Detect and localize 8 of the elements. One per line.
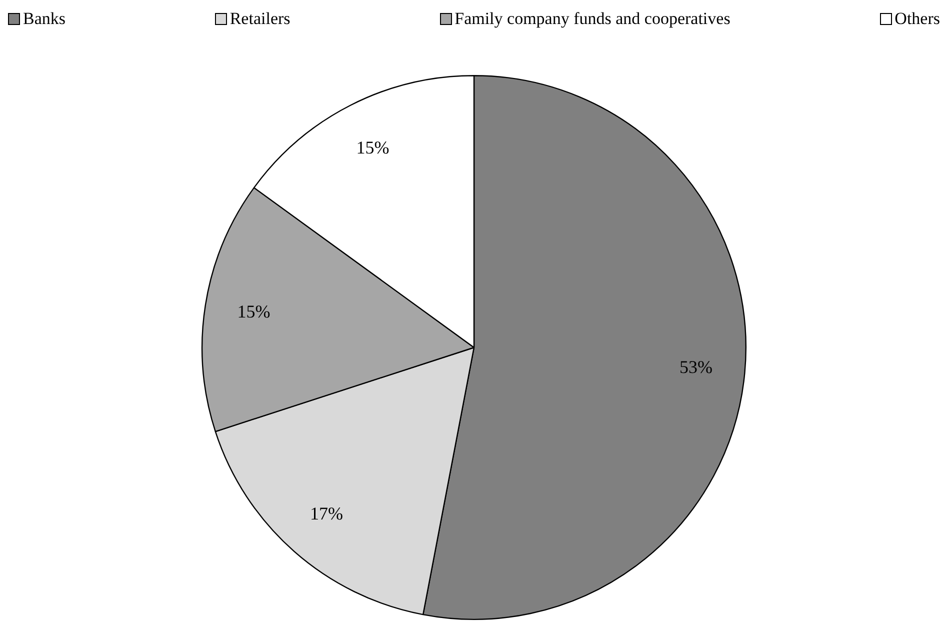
data-label: 15%: [237, 301, 270, 322]
legend-label: Banks: [23, 9, 66, 29]
data-label: 15%: [356, 138, 390, 158]
legend-label: Family company funds and cooperatives: [454, 9, 730, 29]
legend-label: Retailers: [230, 9, 290, 29]
data-label: 53%: [679, 357, 712, 378]
legend-label: Others: [894, 9, 940, 29]
data-label: 17%: [310, 503, 344, 524]
